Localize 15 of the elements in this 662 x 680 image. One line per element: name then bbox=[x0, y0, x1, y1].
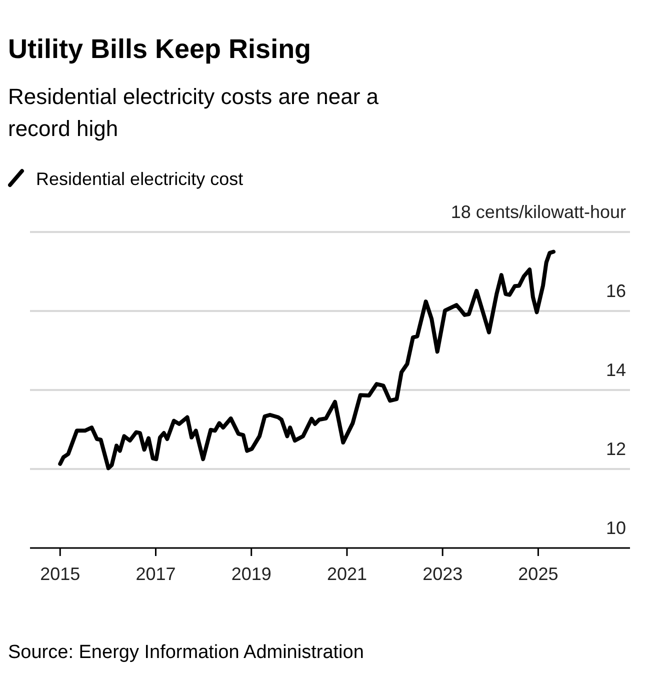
x-tick-label: 2023 bbox=[422, 564, 463, 584]
y-tick-label: 18 cents/kilowatt-hour bbox=[450, 202, 626, 222]
y-tick-label: 14 bbox=[606, 360, 626, 380]
x-tick-label: 2015 bbox=[40, 564, 80, 584]
y-tick-label: 10 bbox=[606, 518, 626, 538]
x-tick-label: 2021 bbox=[326, 564, 367, 584]
x-tick-label: 2019 bbox=[231, 564, 272, 584]
y-tick-label: 12 bbox=[606, 439, 626, 459]
y-tick-label: 16 bbox=[606, 281, 626, 301]
legend-label: Residential electricity cost bbox=[36, 169, 244, 189]
x-tick-label: 2017 bbox=[136, 564, 176, 584]
source-note: Source: Energy Information Administration bbox=[8, 642, 364, 663]
chart-subtitle: Residential electricity costs are near a record high bbox=[8, 84, 380, 141]
x-tick-label: 2025 bbox=[518, 564, 558, 584]
chart-title: Utility Bills Keep Rising bbox=[8, 34, 312, 64]
